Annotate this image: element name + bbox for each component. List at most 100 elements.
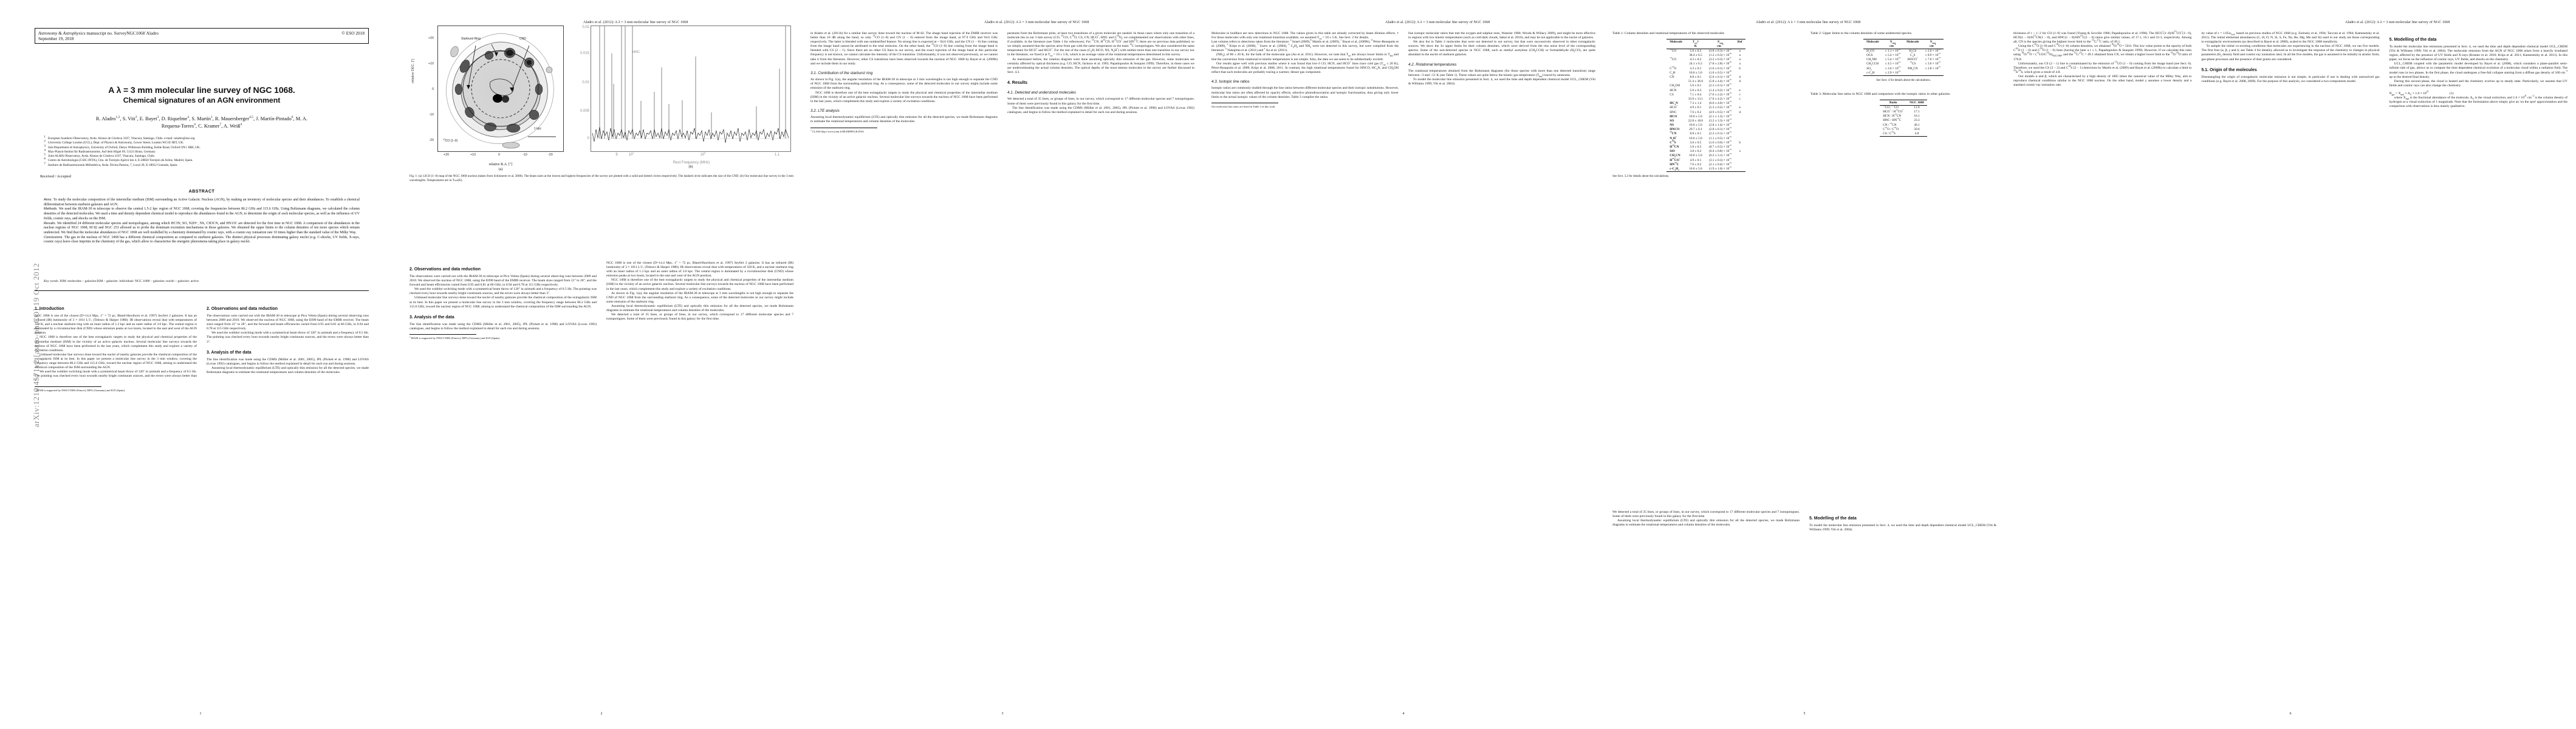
affiliation-item: 1 European Southern Observatory, Avda. Al… bbox=[44, 135, 195, 140]
table-cell: 38.4 ± 6.5 bbox=[1689, 53, 1702, 58]
table-cell: CH3OH bbox=[1670, 84, 1680, 89]
table-cell: (6.0 ± 4.0) × 1014 bbox=[1709, 100, 1732, 106]
table-row: H13CN 5.0 ± 0.3 (8.7 ± 0.5) × 1013 bbox=[1667, 144, 1745, 149]
table-cell: SiO bbox=[1670, 149, 1675, 154]
table-row: 13CO 4.3 ± 0.2 (3.2 ± 0.3) × 1017 a bbox=[1667, 57, 1745, 62]
table-cell bbox=[1922, 71, 1944, 76]
table-cell: 4.9 ± 0.1 bbox=[1690, 106, 1702, 110]
table-cell: CH3CCH bbox=[1866, 62, 1879, 67]
table-cell: d bbox=[1739, 110, 1741, 114]
page-number: 2 bbox=[600, 712, 603, 716]
table-cell: 10.0 ± 5.0 bbox=[1689, 114, 1702, 118]
paragraph: Isotopic ratios are commonly studied thr… bbox=[1211, 86, 1399, 99]
table-cell: 10.0 ± 5.0 bbox=[1689, 123, 1702, 128]
section-heading-analysis: 3. Analysis of the data bbox=[207, 350, 252, 355]
table-cell: 10.0 ± 5.0 bbox=[1689, 166, 1702, 171]
table-cell: ≤ 4.5 × 1014 bbox=[1885, 61, 1900, 66]
table-cell: e bbox=[1739, 106, 1741, 110]
page-1: Astronomy & Astrophysics manuscript no. … bbox=[0, 0, 401, 729]
paragraph: To model the molecular line emission pre… bbox=[1408, 78, 1595, 86]
table-cell bbox=[1667, 97, 1685, 101]
table-row: HCO 10.0 ± 5.0 (2.1 ± 1.3) × 1014 bbox=[1667, 114, 1745, 118]
map-x-tick: +20 bbox=[444, 153, 450, 157]
title-line-1: A λ = 3 mm molecular line survey of NGC … bbox=[108, 85, 295, 95]
table-cell bbox=[1735, 123, 1745, 128]
section-heading-rot-temps: 4.2. Rotational temperatures bbox=[1408, 62, 1457, 67]
table-cell: a bbox=[1739, 58, 1741, 62]
table-cell: C16O / C18O bbox=[1883, 126, 1899, 131]
table-row: 33.0 ± 13.1 (7.0 ± 4.2) × 1013 c bbox=[1667, 96, 1745, 101]
table-cell bbox=[1735, 162, 1745, 166]
table-row: NS 10.0 ± 5.0 (2.8 ± 1.4) × 1014 bbox=[1667, 123, 1745, 128]
page-number: 4 bbox=[1402, 712, 1405, 716]
table-cell: HNC / HN13C bbox=[1883, 117, 1902, 123]
col-header-ngc1068: NGC 1068 bbox=[1910, 100, 1924, 104]
table-cell: ≤ 3.6 × 1014 bbox=[1885, 65, 1900, 70]
table-1-note: See Sect. 3.2 for details about the calc… bbox=[1612, 174, 1670, 178]
table-cell: (2.8 ± 1.4) × 1014 bbox=[1709, 122, 1732, 128]
paragraph: (NH3), of 80 ± 20 K, for the bulk of the… bbox=[1211, 53, 1399, 61]
table-row: HN13C 7.6 ± 0.2 (2.1 ± 0.4) × 1013 bbox=[1667, 162, 1745, 166]
paragraph: We detected a total of 35 lines, or grou… bbox=[1007, 97, 1194, 106]
table-2-note: See Sect. 4 for details about the calcul… bbox=[1876, 78, 1931, 82]
footnote-rule bbox=[35, 386, 101, 387]
col-header-nmol-2: Nmol bbox=[1930, 39, 1936, 44]
table-cell: HCO bbox=[1670, 114, 1677, 118]
unit-cm2: cm−2 bbox=[1889, 43, 1896, 48]
table-cell: 12CO / 13CO bbox=[1883, 104, 1899, 109]
table-cell: 29.7 ± 0.1 bbox=[1689, 128, 1702, 132]
col-header-molecule-2: Molecule bbox=[1906, 39, 1919, 44]
paragraph: The observations were carried out with t… bbox=[207, 314, 369, 331]
paragraph: thickness of τ ~ 1−2 for CO (1–0) was fo… bbox=[2013, 30, 2192, 44]
table-cell: SO2 bbox=[1866, 66, 1872, 71]
table-cell bbox=[1735, 136, 1745, 140]
table-row: HNC 7.6 ± 0.2 (4.9 ± 0.5) × 1014 d bbox=[1667, 109, 1745, 114]
spectrum-y-tick: 0.02 bbox=[582, 26, 589, 29]
table-cell: c bbox=[1739, 92, 1741, 97]
table-cell: HC3N bbox=[1670, 101, 1678, 106]
page-6: Aladro et al. (2012): A λ = 3 mm molecul… bbox=[2005, 0, 2576, 729]
table-cell: C2H bbox=[1670, 70, 1676, 75]
table-cell: c bbox=[1739, 97, 1741, 101]
table-cell: (1.9 ± 1.0) × 1013 bbox=[1709, 166, 1732, 171]
table-cell: 13CS bbox=[1910, 61, 1916, 66]
table-cell: ≤ 1.1 × 1016 bbox=[1885, 48, 1900, 53]
table-row: 38.4 ± 6.5 (1.2 ± 0.3) × 1018 a bbox=[1667, 53, 1745, 58]
table-row: CH3CN 10.0 ± 5.0 (6.2 ± 3.1) × 1013 bbox=[1667, 153, 1745, 158]
footnote: 2 IRAM is supported by INSU/CNRS (France… bbox=[409, 335, 501, 340]
table-row: SO2 ≤ 3.6 × 1014 NH2CN ≤ 2.8 × 1013 bbox=[1863, 66, 1944, 70]
running-head: Aladro et al. (2012): A λ = 3 mm molecul… bbox=[1385, 21, 1490, 24]
col-header-nmol: Nmol bbox=[1717, 39, 1724, 44]
map-x-tick: -20 bbox=[548, 153, 553, 157]
paragraph: peratures from the Boltzmann plots, at l… bbox=[1007, 32, 1195, 58]
paragraph: As mentioned before, the rotation diagra… bbox=[1007, 57, 1194, 74]
spectrum-x-tick: 1.1 bbox=[774, 153, 780, 157]
running-head: Aladro et al. (2012): A λ = 3 mm molecul… bbox=[2345, 21, 2450, 24]
table-cell: HCN / H13CN bbox=[1883, 113, 1902, 118]
table-cell: (6.4 ± 0.8) × 1013 bbox=[1709, 148, 1732, 154]
table-cell: 12CO bbox=[1670, 48, 1677, 53]
table-cell bbox=[1735, 167, 1745, 172]
table-cell: (1.0 ± 0.5) × 1016 bbox=[1709, 70, 1732, 75]
table-row: C16O / C18O 50.0 bbox=[1880, 126, 1927, 131]
col-header-ratio: Ratio bbox=[1889, 100, 1897, 104]
table-row: HCN 5.0 ± 0.3 (1.4 ± 0.2) × 1015 e bbox=[1667, 87, 1745, 92]
abstract-divider bbox=[35, 290, 369, 291]
paragraph: Disentangling the origin of extragalacti… bbox=[2201, 75, 2380, 83]
abstract-aims: Aims. To study the molecular composition… bbox=[44, 198, 360, 207]
map-x-tick: -10 bbox=[522, 153, 527, 157]
spectrum-x-tick: 104 bbox=[628, 151, 634, 157]
paragraph: We used the wobbler switching mode with … bbox=[35, 370, 197, 383]
page-number: 1 bbox=[199, 712, 202, 716]
spectrum-plot: 0.02 0.015 0.01 0.005 0 bbox=[580, 26, 791, 165]
table-cell: (1.2 ± 0.3) × 1018 bbox=[1709, 52, 1732, 58]
section-heading-origin: 5.1. Origin of the molecules bbox=[2201, 67, 2257, 72]
abstract-conclusions: Conclusions. The gas in the nucleus of N… bbox=[44, 235, 360, 244]
table-cell: HNC bbox=[1670, 110, 1677, 114]
section-heading-analysis: 3. Analysis of the data bbox=[409, 315, 454, 320]
figure-caption: Fig. 1: (a) 12CO (1–0) map of the NGC 10… bbox=[409, 174, 793, 182]
table-cell: H13CN bbox=[1670, 144, 1679, 149]
table-3-caption: Table 3: Molecular line ratios in NGC 10… bbox=[1810, 92, 1951, 97]
table-cell bbox=[1735, 71, 1745, 75]
